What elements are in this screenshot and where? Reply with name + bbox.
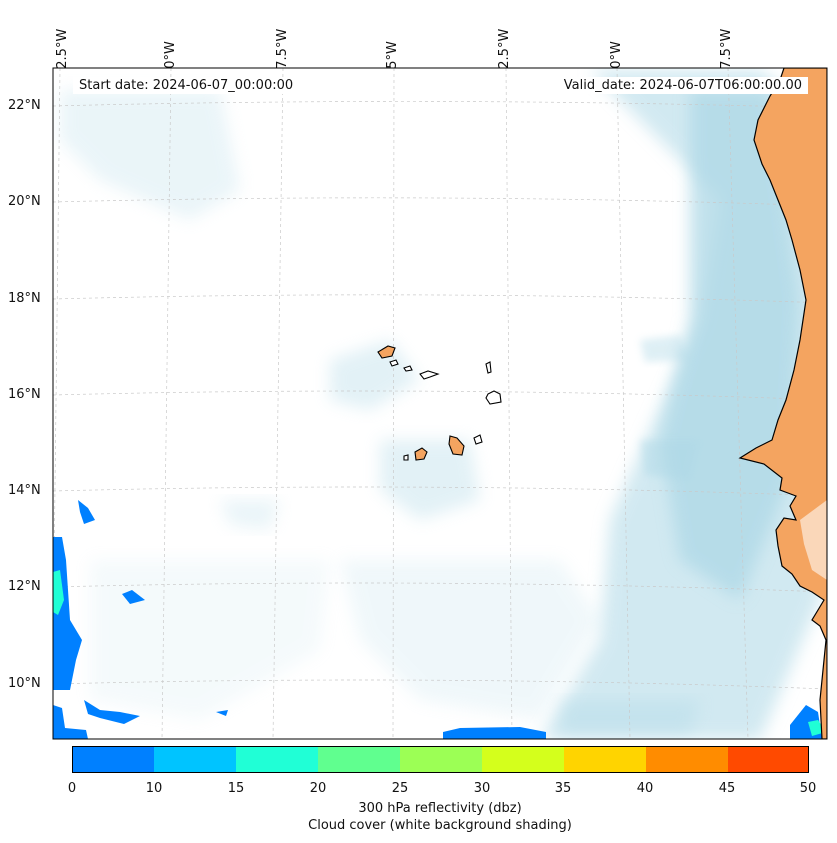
colorbar-tick-50: 50 xyxy=(799,781,817,796)
colorbar-label-cloud-cover: Cloud cover (white background shading) xyxy=(308,818,572,833)
colorbar-segment-40-45 xyxy=(646,746,728,773)
colorbar-tick-20: 20 xyxy=(309,781,327,796)
colorbar-segment-10-15 xyxy=(154,746,236,773)
cape-verde-islands xyxy=(377,345,502,461)
colorbar-tick-30: 30 xyxy=(473,781,491,796)
lat-label-18n: 18°N xyxy=(8,291,41,306)
colorbar-tick-40: 40 xyxy=(636,781,654,796)
cloud-cover xyxy=(60,70,827,739)
colorbar-segment-0-10 xyxy=(72,746,154,773)
lat-label-20n: 20°N xyxy=(8,194,41,209)
lat-label-16n: 16°N xyxy=(8,387,41,402)
colorbar-tick-15: 15 xyxy=(227,781,245,796)
lat-label-22n: 22°N xyxy=(8,98,41,113)
africa-landmass xyxy=(738,68,827,739)
colorbar-bar xyxy=(72,746,809,773)
start-date-label: Start date: 2024-06-07_00:00:00 xyxy=(73,77,300,94)
colorbar-segment-30-35 xyxy=(482,746,564,773)
colorbar-tick-10: 10 xyxy=(145,781,163,796)
colorbar-tick-25: 25 xyxy=(391,781,409,796)
lat-label-12n: 12°N xyxy=(8,579,41,594)
map-frame xyxy=(52,67,828,740)
colorbar-segment-20-25 xyxy=(318,746,400,773)
colorbar-tick-35: 35 xyxy=(554,781,572,796)
colorbar-segment-15-20 xyxy=(236,746,318,773)
reflectivity-patches xyxy=(53,500,826,739)
colorbar-label-reflectivity: 300 hPa reflectivity (dbz) xyxy=(358,801,522,816)
colorbar-segment-25-30 xyxy=(400,746,482,773)
colorbar-segment-45-50 xyxy=(728,746,809,773)
colorbar-tick-45: 45 xyxy=(718,781,736,796)
lat-label-10n: 10°N xyxy=(8,676,41,691)
africa-highlight xyxy=(800,500,827,580)
colorbar-segment-35-40 xyxy=(564,746,646,773)
lat-label-14n: 14°N xyxy=(8,483,41,498)
valid-date-label: Valid_date: 2024-06-07T06:00:00.00 xyxy=(557,77,808,94)
colorbar-tick-0: 0 xyxy=(67,781,77,796)
